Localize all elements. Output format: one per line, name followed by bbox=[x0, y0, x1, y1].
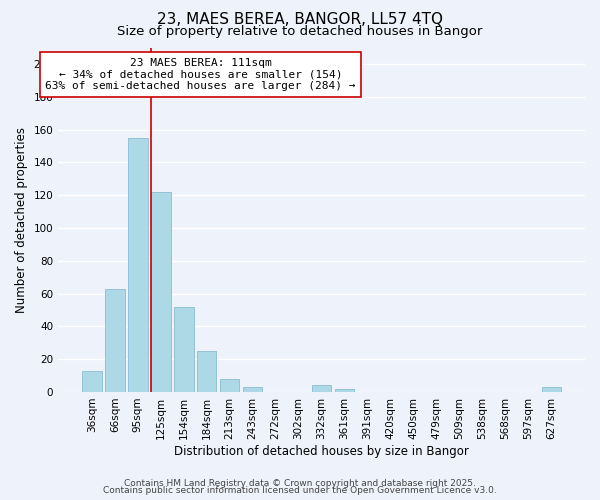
X-axis label: Distribution of detached houses by size in Bangor: Distribution of detached houses by size … bbox=[174, 444, 469, 458]
Text: Size of property relative to detached houses in Bangor: Size of property relative to detached ho… bbox=[118, 25, 482, 38]
Bar bbox=[128, 138, 148, 392]
Bar bbox=[243, 387, 262, 392]
Text: Contains public sector information licensed under the Open Government Licence v3: Contains public sector information licen… bbox=[103, 486, 497, 495]
Text: Contains HM Land Registry data © Crown copyright and database right 2025.: Contains HM Land Registry data © Crown c… bbox=[124, 478, 476, 488]
Bar bbox=[82, 370, 101, 392]
Bar bbox=[105, 288, 125, 392]
Bar bbox=[335, 388, 355, 392]
Y-axis label: Number of detached properties: Number of detached properties bbox=[15, 126, 28, 312]
Bar bbox=[174, 306, 194, 392]
Text: 23, MAES BEREA, BANGOR, LL57 4TQ: 23, MAES BEREA, BANGOR, LL57 4TQ bbox=[157, 12, 443, 28]
Text: 23 MAES BEREA: 111sqm
← 34% of detached houses are smaller (154)
63% of semi-det: 23 MAES BEREA: 111sqm ← 34% of detached … bbox=[45, 58, 356, 91]
Bar bbox=[151, 192, 170, 392]
Bar bbox=[542, 387, 561, 392]
Bar bbox=[220, 379, 239, 392]
Bar bbox=[197, 351, 217, 392]
Bar bbox=[312, 386, 331, 392]
